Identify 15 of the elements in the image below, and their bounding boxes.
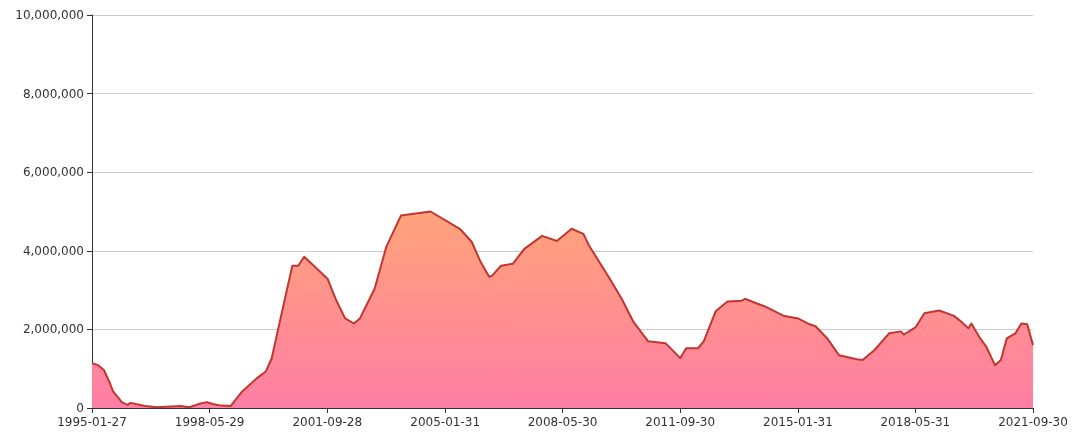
x-tick-label: 2001-09-28 — [292, 415, 363, 429]
x-tick-label: 1998-05-29 — [174, 415, 245, 429]
x-tick-label: 2015-01-31 — [763, 415, 833, 429]
y-tick-label: 10,000,000 — [15, 8, 84, 22]
y-tick-label: 8,000,000 — [22, 86, 84, 101]
y-tick-label: 4,000,000 — [22, 243, 84, 258]
y-tick-label: 2,000,000 — [22, 322, 84, 337]
y-tick-label: 6,000,000 — [22, 165, 84, 180]
x-tick-label: 2011-09-30 — [645, 415, 716, 429]
x-tick-label: 1995-01-27 — [57, 415, 127, 429]
x-tick-label: 2008-05-30 — [527, 415, 598, 429]
x-tick-label: 2021-09-30 — [998, 415, 1068, 429]
x-tick-label: 2005-01-31 — [410, 415, 481, 429]
y-tick-label: 0 — [76, 401, 84, 415]
x-tick-label: 2018-05-31 — [880, 415, 951, 429]
